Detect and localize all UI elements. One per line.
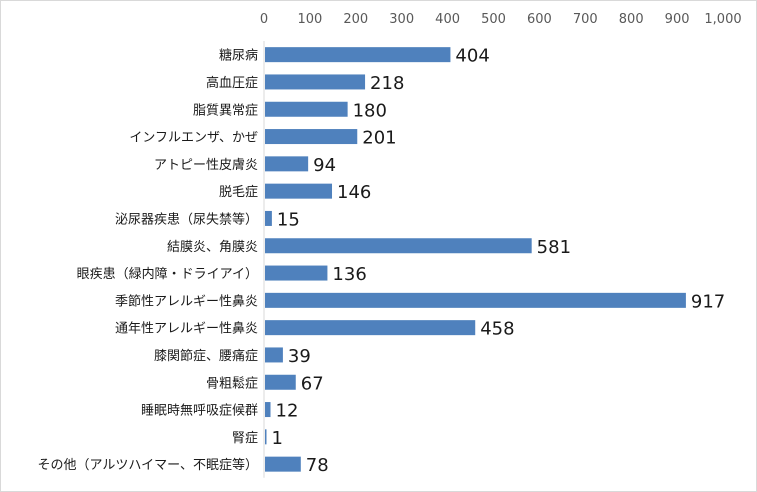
category-label: インフルエンザ、かぜ: [129, 131, 258, 146]
value-label: 180: [353, 100, 387, 121]
value-label: 39: [288, 346, 311, 367]
x-tick-label: 800: [619, 12, 644, 27]
bar: [265, 456, 301, 472]
category-label: アトピー性皮膚炎: [154, 157, 258, 173]
bar: [265, 47, 451, 63]
category-label: 眼疾患（緑内障・ドライアイ）: [77, 266, 258, 282]
value-label: 67: [301, 373, 324, 394]
bar: [265, 265, 328, 281]
category-labels: 糖尿病高血圧症脂質異常症インフルエンザ、かぜアトピー性皮膚炎脱毛症泌尿器疾患（尿…: [38, 48, 258, 473]
bar: [265, 429, 267, 445]
value-label: 146: [337, 182, 371, 203]
bar: [265, 183, 333, 199]
category-label: 睡眠時無呼吸症候群: [141, 404, 258, 419]
category-label: 糖尿病: [219, 48, 258, 64]
x-tick-label: 700: [573, 12, 598, 27]
value-label: 581: [537, 237, 571, 258]
value-label: 404: [455, 46, 489, 67]
x-tick-label: 1,000: [704, 12, 741, 27]
category-label: 結膜炎、角膜炎: [167, 240, 258, 255]
value-label: 1: [272, 428, 283, 449]
bars: [265, 47, 686, 472]
bar: [265, 292, 686, 308]
x-tick-label: 300: [389, 12, 414, 27]
bar: [265, 320, 476, 336]
category-label: 泌尿器疾患（尿失禁等）: [115, 211, 258, 227]
x-tick-label: 400: [435, 12, 460, 27]
category-label: 膝関節症、腰痛症: [154, 348, 258, 364]
value-label: 15: [277, 209, 300, 230]
bar: [265, 129, 358, 145]
value-label: 136: [332, 264, 366, 285]
category-label: 脂質異常症: [193, 103, 258, 118]
bar: [265, 402, 271, 418]
x-tick-label: 100: [297, 12, 322, 27]
bar: [265, 74, 366, 90]
x-tick-label: 900: [665, 12, 690, 27]
bar: [265, 156, 309, 172]
bar: [265, 374, 296, 390]
x-tick-label: 200: [343, 12, 368, 27]
category-label: 腎症: [232, 431, 258, 446]
value-label: 94: [313, 155, 336, 176]
value-label: 201: [362, 128, 396, 149]
category-label: 季節性アレルギー性鼻炎: [115, 293, 258, 309]
value-label: 78: [306, 455, 329, 476]
bar: [265, 101, 348, 117]
bar: [265, 238, 532, 254]
value-label: 12: [276, 401, 299, 422]
x-tick-label: 600: [527, 12, 552, 27]
value-label: 218: [370, 73, 404, 94]
x-axis-ticks: 0 100 200 300 400 500 600 700 800 900 1,000: [260, 12, 742, 27]
x-tick-label: 0: [260, 12, 268, 27]
category-label: 高血圧症: [206, 75, 258, 91]
value-label: 458: [480, 319, 514, 340]
category-label: 脱毛症: [219, 185, 258, 200]
category-label: その他（アルツハイマー、不眠症等）: [38, 457, 258, 473]
value-label: 917: [691, 291, 725, 312]
category-label: 通年性アレルギー性鼻炎: [115, 321, 258, 337]
bar: [265, 347, 283, 363]
category-label: 骨粗鬆症: [206, 376, 258, 391]
bar: [265, 210, 272, 226]
x-tick-label: 500: [481, 12, 506, 27]
